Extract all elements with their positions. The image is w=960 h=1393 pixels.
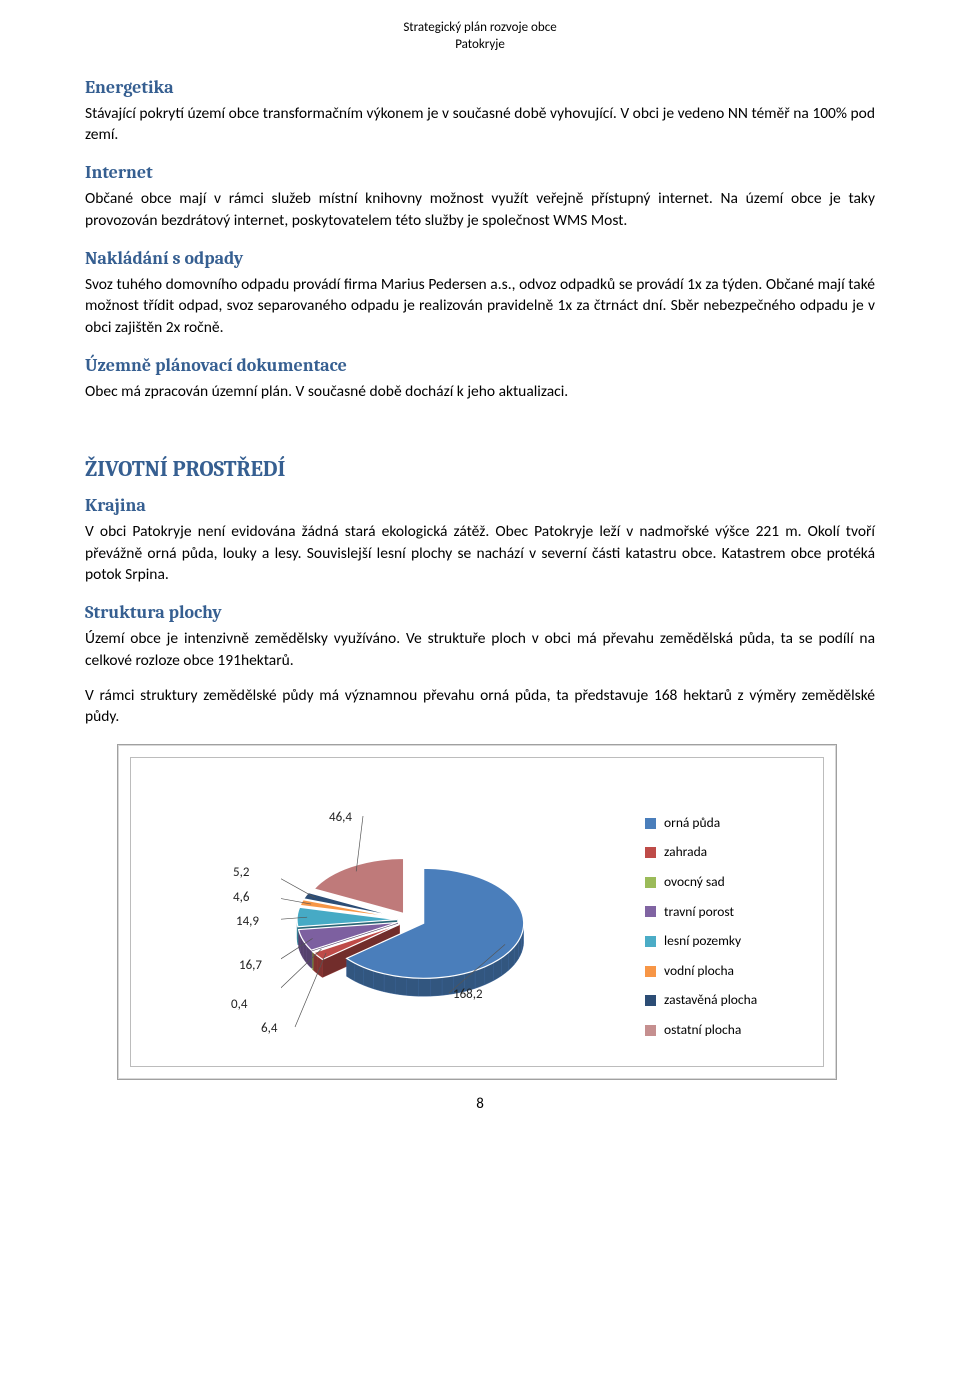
chart-frame: 168,2 6,4 0,4 16,7 14,9 4,6 5,2 46,4 orná půda z… xyxy=(117,744,837,1080)
legend-item: vodní plocha xyxy=(645,962,799,981)
legend-swatch xyxy=(645,877,656,888)
text-odpady: Svoz tuhého domovního odpadu provádí fir… xyxy=(85,274,875,338)
land-use-chart: 168,2 6,4 0,4 16,7 14,9 4,6 5,2 46,4 orná půda z… xyxy=(117,744,837,1080)
legend-label: travní porost xyxy=(664,903,734,922)
legend-label: lesní pozemky xyxy=(664,932,741,951)
pie-slice-label: 168,2 xyxy=(453,986,483,1004)
text-krajina: V obci Patokryje není evidována žádná st… xyxy=(85,521,875,585)
pie-side xyxy=(407,977,419,996)
pie-slice-label: 4,6 xyxy=(233,889,249,907)
pie-side xyxy=(442,976,453,996)
heading-zivotni-prostredi: ŽIVOTNÍ PROSTŘEDÍ xyxy=(85,454,875,484)
legend-swatch xyxy=(645,995,656,1006)
page-header: Strategický plán rozvoje obce Patokryje xyxy=(85,20,875,54)
header-line-2: Patokryje xyxy=(85,37,875,54)
heading-energetika: Energetika xyxy=(85,76,875,101)
pie-svg xyxy=(281,790,541,1050)
legend-swatch xyxy=(645,818,656,829)
pie-slice-label: 46,4 xyxy=(329,809,352,827)
legend-label: zahrada xyxy=(664,843,707,862)
heading-struktura: Struktura plochy xyxy=(85,601,875,626)
legend-item: travní porost xyxy=(645,903,799,922)
pie-side xyxy=(418,978,430,996)
legend-label: ostatní plocha xyxy=(664,1021,741,1040)
heading-upd: Územně plánovací dokumentace xyxy=(85,354,875,379)
text-internet: Občané obce mají v rámci služeb místní k… xyxy=(85,188,875,231)
legend-swatch xyxy=(645,966,656,977)
legend-swatch xyxy=(645,936,656,947)
legend-swatch xyxy=(645,1025,656,1036)
heading-internet: Internet xyxy=(85,161,875,186)
text-energetika: Stávající pokrytí území obce transformač… xyxy=(85,103,875,146)
pie-slice-label: 14,9 xyxy=(236,913,259,931)
pie-slice-label: 6,4 xyxy=(261,1020,277,1038)
pie-side xyxy=(384,974,395,994)
legend-label: zastavěná plocha xyxy=(664,991,757,1010)
legend-label: ovocný sad xyxy=(664,873,725,892)
legend-label: vodní plocha xyxy=(664,962,734,981)
heading-odpady: Nakládání s odpady xyxy=(85,247,875,272)
legend-swatch xyxy=(645,847,656,858)
header-line-1: Strategický plán rozvoje obce xyxy=(85,20,875,37)
legend-item: ovocný sad xyxy=(645,873,799,892)
pie-side xyxy=(430,977,442,996)
text-upd: Obec má zpracován územní plán. V současn… xyxy=(85,381,875,402)
page-number: 8 xyxy=(85,1094,875,1115)
pie-area xyxy=(281,790,541,1050)
pie-side xyxy=(395,976,407,995)
legend-item: zastavěná plocha xyxy=(645,991,799,1010)
chart-plot-area: 168,2 6,4 0,4 16,7 14,9 4,6 5,2 46,4 orná půda z… xyxy=(130,757,824,1067)
legend-label: orná půda xyxy=(664,814,720,833)
pie-slice-label: 5,2 xyxy=(233,864,249,882)
chart-legend: orná půda zahrada ovocný sad travní porost l… xyxy=(645,814,799,1051)
pie-slice-label: 16,7 xyxy=(239,957,262,975)
pie-slice-label: 0,4 xyxy=(231,996,247,1014)
legend-item: lesní pozemky xyxy=(645,932,799,951)
legend-swatch xyxy=(645,906,656,917)
text-struktura-2: V rámci struktury zemědělské půdy má výz… xyxy=(85,685,875,728)
text-struktura-1: Území obce je intenzivně zemědělsky využ… xyxy=(85,628,875,671)
legend-item: zahrada xyxy=(645,843,799,862)
legend-item: orná půda xyxy=(645,814,799,833)
heading-krajina: Krajina xyxy=(85,494,875,519)
legend-item: ostatní plocha xyxy=(645,1021,799,1040)
